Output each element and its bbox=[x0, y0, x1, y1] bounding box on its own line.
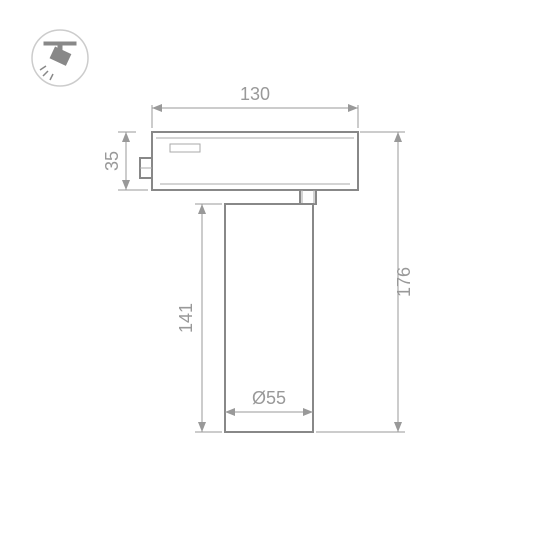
adapter-body bbox=[140, 132, 358, 190]
svg-text:141: 141 bbox=[176, 303, 196, 333]
technical-drawing: 130 35 141 bbox=[0, 0, 555, 555]
product-icon bbox=[32, 30, 88, 86]
dimension-tube-height: 141 bbox=[176, 204, 222, 432]
dimension-width-top: 130 bbox=[152, 84, 358, 128]
svg-text:176: 176 bbox=[394, 267, 414, 297]
connector bbox=[300, 190, 316, 204]
svg-text:35: 35 bbox=[102, 151, 122, 171]
svg-text:130: 130 bbox=[240, 84, 270, 104]
svg-text:Ø55: Ø55 bbox=[252, 388, 286, 408]
